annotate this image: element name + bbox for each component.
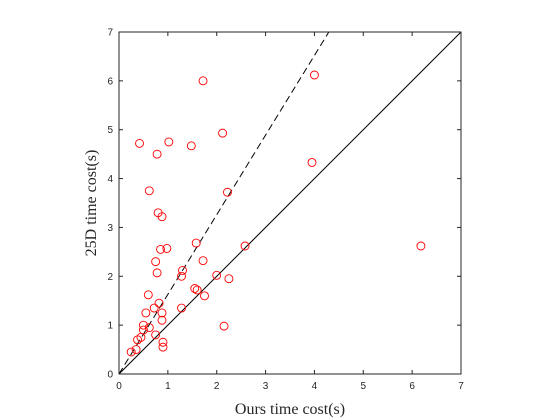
- data-point: [158, 337, 168, 347]
- y-tick-label: 0: [107, 370, 113, 381]
- data-point: [151, 257, 161, 267]
- x-tick-label: 7: [458, 381, 464, 392]
- data-point: [186, 141, 196, 151]
- x-tick-label: 5: [361, 381, 367, 392]
- data-point: [223, 187, 232, 197]
- data-point: [126, 347, 136, 357]
- data-point: [156, 244, 165, 254]
- reference-lines: [118, 31, 462, 375]
- x-tick-label: 2: [214, 381, 220, 392]
- data-points: [126, 70, 426, 357]
- data-point: [177, 303, 186, 313]
- data-point: [152, 268, 162, 278]
- data-point: [157, 212, 167, 222]
- data-point: [198, 256, 208, 266]
- data-point: [190, 284, 200, 293]
- plot-frame: [118, 31, 462, 375]
- x-tick-label: 6: [409, 381, 415, 392]
- y-tick-label: 7: [107, 28, 113, 39]
- data-point: [157, 308, 167, 318]
- data-point: [191, 238, 201, 248]
- data-point: [212, 270, 222, 280]
- y-tick-label: 5: [107, 125, 113, 136]
- y-tick-label: 3: [107, 223, 113, 234]
- data-point: [192, 285, 202, 295]
- x-tick-label: 3: [263, 381, 269, 392]
- data-point: [219, 321, 229, 331]
- data-point: [307, 157, 317, 167]
- data-point: [162, 243, 172, 253]
- data-point: [151, 330, 161, 340]
- data-point: [141, 308, 151, 318]
- data-point: [218, 128, 228, 138]
- data-point: [149, 303, 159, 313]
- data-point: [198, 76, 208, 86]
- y-tick-label: 6: [107, 76, 113, 87]
- data-point: [144, 186, 154, 196]
- y-axis-ticks: 0 1 2 3 4 5 6 7: [107, 28, 461, 381]
- y-axis-title: 25D time cost(s): [83, 150, 100, 257]
- data-point: [309, 70, 319, 80]
- data-point: [416, 241, 426, 251]
- data-point: [154, 298, 164, 308]
- x-tick-label: 1: [165, 381, 171, 392]
- x-tick-label: 0: [116, 381, 122, 392]
- data-point: [135, 138, 144, 148]
- data-point: [177, 271, 186, 281]
- reference-line-solid: [118, 31, 462, 375]
- data-point: [144, 323, 154, 333]
- data-point: [178, 265, 187, 275]
- data-point: [157, 315, 167, 325]
- x-axis-title: Ours time cost(s): [235, 401, 345, 418]
- data-point: [224, 274, 234, 284]
- y-tick-label: 1: [107, 321, 113, 332]
- data-point: [158, 342, 168, 352]
- data-point: [240, 241, 250, 251]
- data-point: [164, 137, 174, 147]
- data-point: [200, 291, 209, 301]
- data-point: [131, 345, 141, 355]
- y-tick-label: 2: [107, 272, 113, 283]
- x-tick-label: 4: [312, 381, 318, 392]
- data-point: [152, 149, 162, 159]
- data-point: [138, 325, 148, 335]
- reference-line-dashed: [118, 31, 330, 375]
- y-tick-label: 4: [107, 174, 113, 185]
- data-point: [138, 320, 148, 330]
- x-axis-ticks: 0 1 2 3 4 5 6 7: [116, 32, 464, 392]
- data-point: [143, 290, 153, 300]
